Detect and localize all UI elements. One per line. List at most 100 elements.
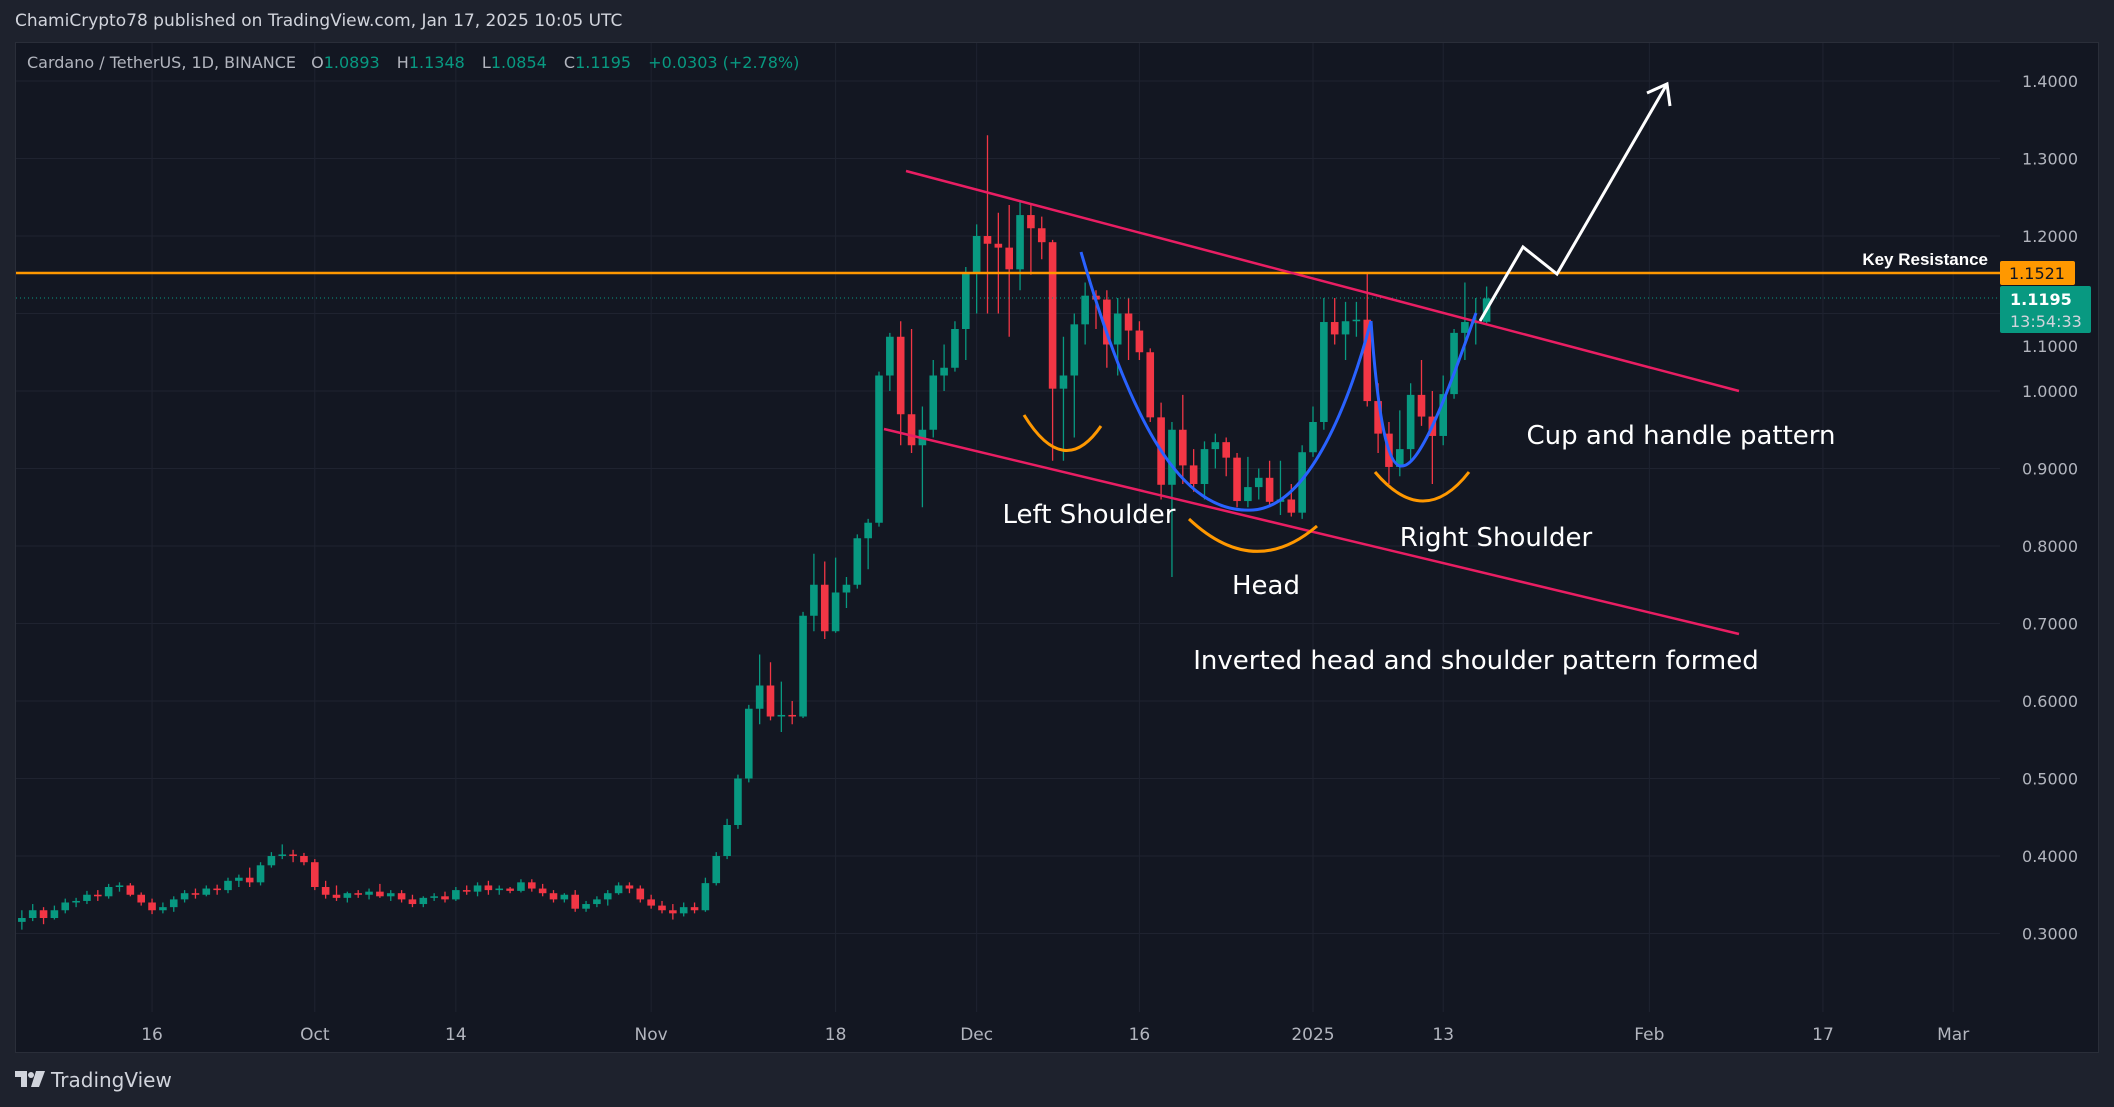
candle-body [224, 880, 232, 891]
time-tick-label: Nov [635, 1025, 668, 1045]
candle-body [1200, 449, 1209, 484]
candle-body [701, 883, 710, 911]
price-tick-label: 1.4000 [2022, 72, 2078, 91]
candle-body [690, 907, 699, 911]
candle-body [126, 885, 135, 895]
candle-body [603, 893, 612, 900]
last-price-tag [2000, 286, 2091, 333]
candle [1124, 298, 1133, 360]
drawings: Key Resistance Left Shoulder Head Right … [16, 81, 2000, 676]
channel-upper-line[interactable] [905, 169, 1740, 393]
price-tick-label: 0.3000 [2022, 925, 2078, 944]
candle-body [1016, 215, 1024, 270]
candle [278, 844, 287, 860]
candle [951, 321, 959, 372]
candle [50, 905, 59, 920]
cup-curve[interactable] [1079, 251, 1373, 512]
candle-body [636, 888, 645, 900]
candle [1005, 205, 1013, 337]
candle [831, 557, 840, 633]
candle-body [1168, 429, 1176, 485]
candle-body [256, 865, 265, 883]
candle [582, 900, 590, 912]
candle-body [896, 336, 905, 415]
candle-body [810, 584, 818, 616]
candle [94, 890, 102, 901]
candle [83, 890, 91, 905]
candle-body [907, 414, 916, 446]
head-label: Head [1232, 571, 1300, 601]
candle-body [484, 885, 493, 891]
publisher-header: ChamiCrypto78 published on TradingView.c… [15, 11, 623, 31]
candle [972, 224, 981, 314]
candle [528, 879, 536, 892]
price-tick-label: 1.2000 [2022, 227, 2078, 246]
candle-body [972, 236, 981, 274]
candle-body [1222, 442, 1230, 458]
candle-body [1189, 465, 1198, 484]
candle [1059, 336, 1068, 461]
head-arc[interactable] [1187, 517, 1318, 553]
candle-body [104, 887, 113, 897]
bar-countdown: 13:54:33 [2010, 312, 2082, 331]
candle-body [951, 329, 959, 368]
candle [1406, 383, 1415, 461]
candle-body [962, 273, 970, 329]
candle-body [1352, 319, 1361, 322]
left-shoulder-arc[interactable] [1022, 414, 1103, 452]
tradingview-logo[interactable]: TradingView [15, 1068, 172, 1092]
candle-body [1374, 401, 1382, 434]
candle-body [376, 891, 384, 897]
candle-body [1027, 215, 1035, 229]
candle [376, 883, 384, 898]
candle [777, 681, 786, 732]
candle-body [1417, 394, 1426, 417]
candle [1341, 301, 1350, 360]
candle-body [1244, 487, 1252, 502]
candle-body [354, 893, 362, 895]
candle [169, 896, 178, 912]
candle [734, 774, 742, 829]
candle-body [50, 910, 59, 918]
candle-body [669, 910, 677, 914]
time-tick-label: Mar [1937, 1025, 1969, 1045]
candle [28, 904, 37, 922]
candle-body [397, 893, 406, 900]
right-shoulder-arc[interactable] [1373, 471, 1471, 503]
candle [1265, 460, 1274, 508]
candle-body [1135, 330, 1144, 353]
candle-body [647, 899, 655, 906]
candle [669, 904, 677, 920]
candle-body [1450, 332, 1458, 395]
symbol-legend: Cardano / TetherUS, 1D, BINANCE O1.0893 … [27, 53, 811, 72]
candle [245, 867, 254, 887]
candle-body [332, 894, 341, 898]
candle-body [343, 893, 352, 898]
projection-arrow[interactable] [1478, 83, 1669, 322]
candle [354, 890, 362, 898]
candle [332, 885, 341, 901]
candle-body [452, 890, 460, 900]
handle-curve[interactable] [1369, 312, 1478, 468]
symbol-title[interactable]: Cardano / TetherUS, 1D, BINANCE [27, 53, 297, 72]
candle-body [1396, 449, 1404, 467]
candle [647, 894, 655, 909]
candle [690, 902, 699, 914]
candle [983, 135, 992, 314]
candle [810, 553, 818, 632]
candle-body [1146, 352, 1155, 418]
time-tick-label: 16 [141, 1025, 163, 1045]
candle-body [1124, 313, 1133, 331]
candle [311, 859, 319, 891]
price-tick-label: 1.1000 [2022, 337, 2078, 356]
candle [104, 883, 113, 899]
close-value: 1.1195 [575, 53, 632, 72]
candle-body [538, 888, 547, 894]
candle-body [1113, 313, 1122, 345]
candle-body [994, 243, 1003, 248]
candle-body [462, 890, 471, 892]
candle-body [886, 336, 894, 376]
candle-body [1439, 394, 1447, 436]
candle-body [1298, 452, 1306, 513]
